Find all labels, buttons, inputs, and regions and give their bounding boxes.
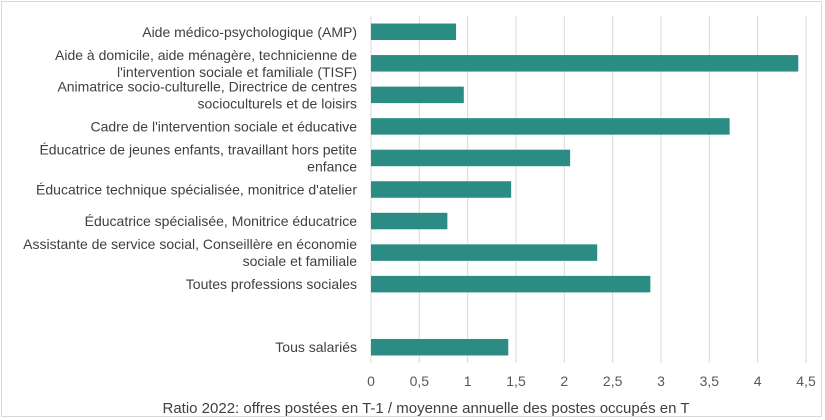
x-tick-label: 1,5 bbox=[506, 373, 526, 389]
category-label: Aide à domicile, aide ménagère, technici… bbox=[55, 47, 357, 63]
category-label: Tous salariés bbox=[275, 339, 357, 355]
category-label: l'intervention sociale et familiale (TIS… bbox=[117, 64, 357, 80]
gridlines bbox=[370, 16, 807, 363]
bar bbox=[371, 86, 464, 104]
x-tick-label: 4,5 bbox=[796, 373, 816, 389]
bar bbox=[371, 118, 730, 135]
x-tick-label: 0,5 bbox=[410, 373, 430, 389]
category-label: sociale et familiale bbox=[243, 253, 358, 269]
x-tick-labels: 0 0,5 1 1,5 2 2,5 3 3,5 4 4,5 bbox=[367, 373, 816, 389]
x-axis-title: Ratio 2022: offres postées en T-1 / moye… bbox=[162, 400, 689, 417]
category-label: enfance bbox=[307, 158, 357, 174]
bar bbox=[371, 275, 651, 293]
x-tick-label: 2 bbox=[560, 373, 568, 389]
bar bbox=[371, 181, 512, 198]
bar bbox=[371, 149, 571, 167]
category-label: Animatrice socio-culturelle, Directrice … bbox=[57, 78, 357, 94]
bar bbox=[371, 212, 448, 230]
x-tick-label: 4 bbox=[754, 373, 762, 389]
category-label: Éducatrice de jeunes enfants, travaillan… bbox=[39, 141, 357, 157]
category-label: Cadre de l'intervention sociale et éduca… bbox=[91, 118, 358, 134]
category-label: Aide médico-psychologique (AMP) bbox=[142, 24, 357, 40]
bar bbox=[371, 23, 457, 41]
x-tick-label: 3 bbox=[657, 373, 665, 389]
category-label: Toutes professions sociales bbox=[186, 276, 357, 292]
x-tick-label: 2,5 bbox=[603, 373, 623, 389]
bar bbox=[371, 244, 598, 261]
category-label: Assistante de service social, Conseillèr… bbox=[23, 236, 357, 252]
bars bbox=[371, 23, 799, 356]
category-label: Éducatrice spécialisée, Monitrice éducat… bbox=[85, 213, 358, 229]
x-tick-label: 1 bbox=[464, 373, 472, 389]
x-tick-label: 3,5 bbox=[700, 373, 720, 389]
category-label: Éducatrice technique spécialisée, monitr… bbox=[36, 182, 357, 198]
category-label: socioculturels et de loisirs bbox=[197, 95, 357, 111]
category-labels: Aide médico-psychologique (AMP) Aide à do… bbox=[23, 24, 357, 355]
x-tick-label: 0 bbox=[367, 373, 375, 389]
bar bbox=[371, 55, 799, 72]
bar bbox=[371, 338, 509, 356]
